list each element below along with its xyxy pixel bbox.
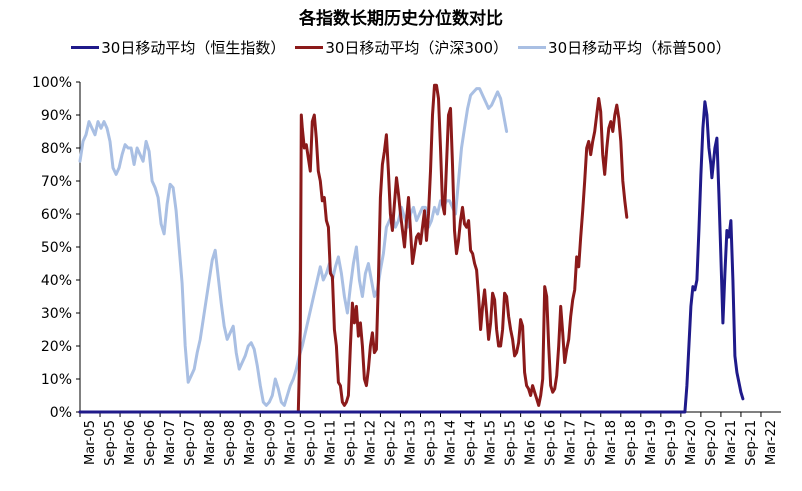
x-tick-label: Sep-16: [544, 420, 559, 466]
x-tick-label: Sep-15: [504, 420, 519, 466]
x-tick-label: Mar-12: [363, 420, 378, 465]
x-tick-label: Mar-10: [283, 420, 298, 465]
x-tick-label: Sep-07: [183, 420, 198, 466]
y-tick-label: 30%: [41, 306, 72, 322]
y-tick-label: 40%: [41, 273, 72, 289]
x-tick-label: Mar-19: [644, 420, 659, 465]
y-tick-label: 10%: [41, 372, 72, 388]
x-tick-label: Sep-14: [464, 420, 479, 466]
legend-item: 30日移动平均（标普500）: [518, 37, 731, 58]
y-tick-label: 80%: [41, 141, 72, 157]
x-tick-label: Mar-15: [484, 420, 499, 465]
x-tick-label: Sep-05: [103, 420, 118, 466]
series-line-0: [78, 100, 745, 414]
x-tick-label: Sep-12: [383, 420, 398, 466]
x-tick-label: Sep-10: [303, 420, 318, 466]
x-tick-label: Mar-20: [684, 420, 699, 465]
x-tick-label: Sep-21: [744, 420, 759, 466]
x-tick-label: Mar-17: [564, 420, 579, 465]
y-tick-label: 90%: [41, 108, 72, 124]
y-tick-label: 100%: [32, 75, 72, 91]
y-tick-label: 20%: [41, 339, 72, 355]
chart-legend: 30日移动平均（恒生指数） 30日移动平均（沪深300） 30日移动平均（标普500…: [0, 37, 802, 58]
y-tick-label: 50%: [41, 240, 72, 256]
x-tick-label: Sep-11: [343, 420, 358, 466]
y-tick-label: 0%: [50, 405, 72, 421]
legend-swatch: [71, 46, 100, 49]
x-tick-label: Sep-09: [263, 420, 278, 466]
x-tick-label: Mar-08: [203, 420, 218, 465]
legend-item: 30日移动平均（恒生指数）: [71, 37, 285, 58]
x-tick-label: Sep-20: [704, 420, 719, 466]
x-tick-label: Sep-13: [424, 420, 439, 466]
x-tick-label: Sep-17: [584, 420, 599, 466]
x-tick-label: Mar-06: [123, 420, 138, 465]
x-tick-label: Mar-18: [604, 420, 619, 465]
x-tick-label: Mar-09: [243, 420, 258, 465]
series-line-1: [78, 83, 629, 414]
legend-item: 30日移动平均（沪深300）: [295, 37, 508, 58]
x-tick-label: Mar-16: [524, 420, 539, 465]
y-tick-label: 60%: [41, 207, 72, 223]
legend-swatch: [295, 46, 324, 49]
x-tick-label: Mar-05: [83, 420, 98, 465]
x-tick-label: Sep-08: [223, 420, 238, 466]
legend-label: 30日移动平均（沪深300）: [325, 39, 509, 57]
x-tick-label: Mar-22: [764, 420, 779, 465]
x-tick-label: Mar-13: [403, 420, 418, 465]
x-tick-label: Sep-06: [143, 420, 158, 466]
x-tick-label: Mar-07: [163, 420, 178, 465]
legend-label: 30日移动平均（标普500）: [548, 39, 731, 57]
y-tick-label: 70%: [41, 174, 72, 190]
legend-swatch: [518, 46, 547, 49]
x-tick-label: Sep-19: [664, 420, 679, 466]
x-tick-label: Sep-18: [624, 420, 639, 466]
series-line-2: [78, 87, 509, 407]
legend-label: 30日移动平均（恒生指数）: [101, 39, 286, 57]
x-tick-label: Mar-11: [323, 420, 338, 465]
x-tick-label: Mar-14: [444, 420, 459, 465]
x-tick-label: Mar-21: [724, 420, 739, 465]
chart-title: 各指数长期历史分位数对比: [299, 9, 503, 29]
